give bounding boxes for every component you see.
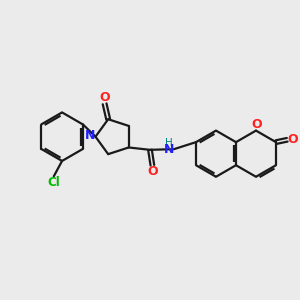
- Text: N: N: [85, 129, 95, 142]
- Text: O: O: [99, 92, 110, 104]
- Text: Cl: Cl: [47, 176, 60, 189]
- Text: H: H: [165, 138, 173, 148]
- Text: O: O: [148, 165, 158, 178]
- Text: N: N: [164, 143, 174, 156]
- Text: O: O: [288, 133, 298, 146]
- Text: O: O: [251, 118, 262, 131]
